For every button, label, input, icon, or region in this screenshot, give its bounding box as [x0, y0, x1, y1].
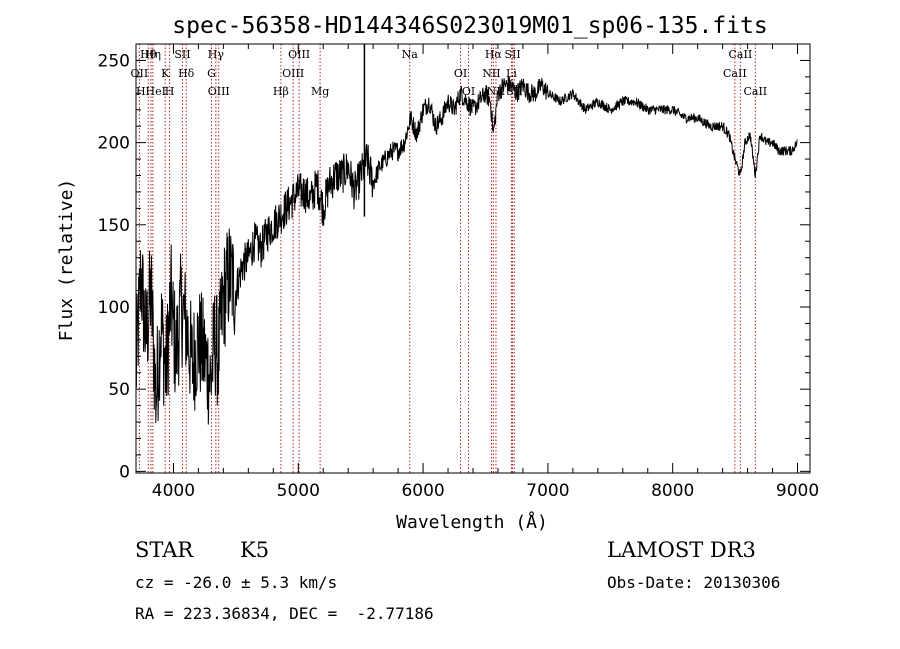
marker-label-1: OII	[131, 67, 149, 80]
y-tick-label: 100	[98, 298, 130, 318]
marker-label-9: Hγ	[208, 48, 225, 61]
x-axis: 4000 5000 6000 7000 8000 9000	[152, 44, 819, 501]
marker-lines	[138, 44, 756, 473]
marker-label-17: OI	[462, 85, 475, 98]
marker-label-4: K	[161, 67, 170, 80]
x-tick-label: 6000	[401, 481, 444, 501]
marker-label-26: CaII	[743, 85, 767, 98]
marker-label-15: Na	[402, 48, 419, 61]
marker-label-24: CaII	[729, 48, 753, 61]
y-tick-label: 50	[108, 380, 130, 400]
redshift-velocity: cz = -26.0 ± 5.3 km/s	[135, 573, 338, 592]
x-axis-label: Wavelength (Å)	[396, 511, 548, 533]
x-tick-label: 9000	[776, 481, 819, 501]
marker-label-16: OI	[454, 67, 467, 80]
chart-title: spec-56358-HD144346S023019M01_sp06-135.f…	[172, 13, 767, 39]
y-axis-label: Flux (relative)	[56, 179, 77, 342]
marker-label-13: OIII	[282, 67, 304, 80]
y-tick-label: 250	[98, 51, 130, 71]
observation-date: Obs-Date: 20130306	[607, 573, 781, 592]
x-tick-label: 7000	[526, 481, 569, 501]
marker-label-19: NII	[482, 67, 500, 80]
object-subclass: K5	[240, 538, 270, 562]
plot-frame	[135, 43, 811, 474]
y-axis: 0 50 100 150 200 250	[98, 51, 810, 482]
marker-label-8: OIII	[208, 85, 230, 98]
coordinates: RA = 223.36834, DEC = -2.77186	[135, 604, 434, 623]
y-tick-label: 150	[98, 216, 130, 236]
marker-label-22: Li	[506, 67, 517, 80]
marker-label-2: HHeI	[136, 85, 166, 98]
marker-label-0: Hθ	[140, 48, 157, 61]
marker-label-10: G	[207, 67, 216, 80]
marker-label-3: Hη	[145, 48, 161, 61]
x-tick-label: 8000	[651, 481, 694, 501]
marker-label-12: OIII	[288, 48, 310, 61]
survey-label: LAMOST DR3	[607, 538, 756, 562]
marker-label-6: SII	[174, 48, 190, 61]
marker-label-18: Hα	[485, 48, 503, 61]
marker-label-14: Mg	[311, 85, 329, 98]
marker-label-7: Hδ	[178, 67, 195, 80]
y-tick-label: 0	[119, 462, 130, 482]
object-class: STAR	[135, 538, 194, 562]
marker-label-20: NII	[487, 85, 505, 98]
marker-label-11: Hβ	[273, 85, 289, 98]
x-tick-label: 5000	[277, 481, 320, 501]
x-tick-label: 4000	[152, 481, 195, 501]
y-tick-label: 200	[98, 134, 130, 154]
marker-label-5: H	[165, 85, 175, 98]
marker-label-25: CaII	[723, 67, 747, 80]
spectrum-line	[135, 76, 798, 425]
marker-label-21: SII	[504, 48, 520, 61]
